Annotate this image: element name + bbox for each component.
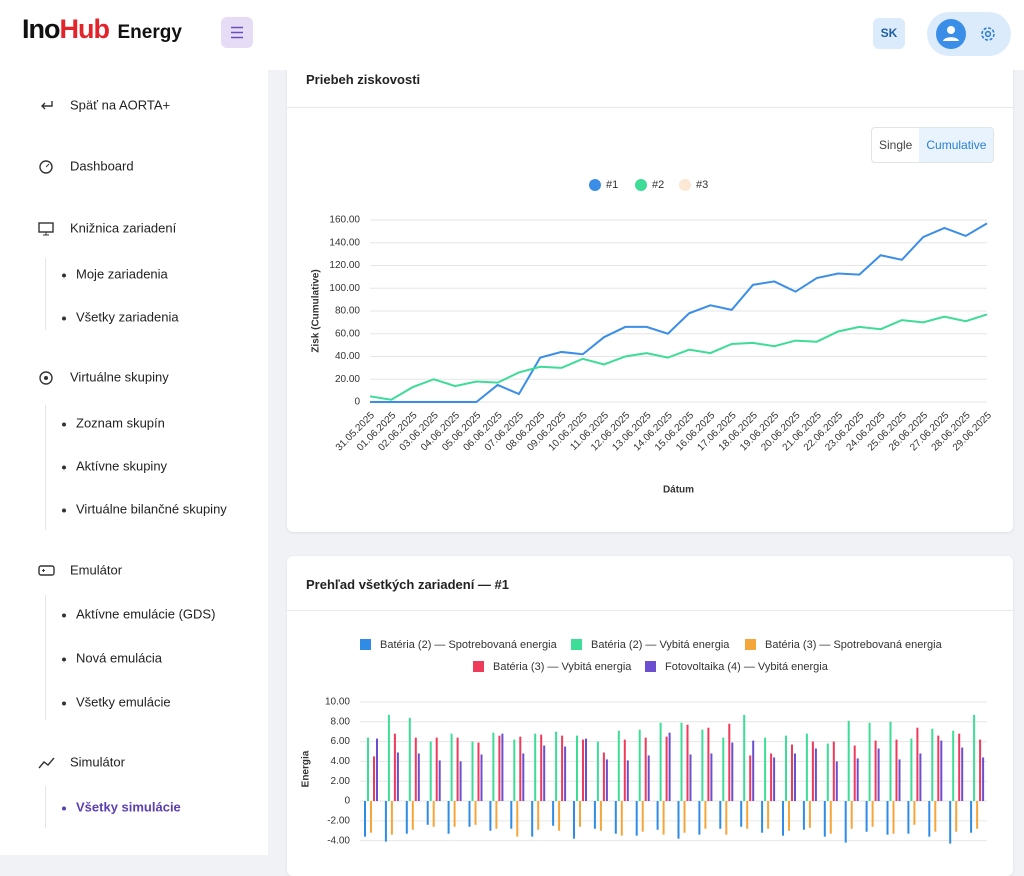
toggle-group: Single Cumulative bbox=[871, 127, 995, 163]
nav-item[interactable]: Knižnica zariadení bbox=[70, 220, 177, 236]
nav-subitem[interactable]: Nová emulácia bbox=[62, 650, 162, 666]
sidebar: Späť na AORTA+ Dashboard Knižnica zariad… bbox=[0, 70, 268, 855]
nav-subitem[interactable]: Všetky zariadenia bbox=[62, 309, 179, 325]
header: InoHub Energy SK bbox=[0, 0, 1024, 70]
language-button[interactable]: SK bbox=[873, 18, 905, 49]
nav-item[interactable]: Späť na AORTA+ bbox=[70, 97, 171, 113]
menu-button[interactable] bbox=[221, 17, 253, 48]
card-title: Priebeh ziskovosti bbox=[306, 72, 421, 87]
nav-line bbox=[45, 595, 46, 720]
nav-subitem[interactable]: Virtuálne bilančné skupiny bbox=[62, 501, 227, 517]
nav-subitem[interactable]: Aktívne skupiny bbox=[61, 458, 168, 474]
nav-subitem[interactable]: Moje zariadenia bbox=[62, 266, 168, 282]
user-icons bbox=[936, 19, 995, 49]
nav-item[interactable]: Simulátor bbox=[70, 754, 125, 770]
logo-text: Ino bbox=[22, 14, 60, 44]
user-pill bbox=[927, 12, 1011, 56]
card: Prehľad všetkých zariadení — #1 bbox=[287, 556, 1013, 876]
nav-subitem[interactable]: Aktívne emulácie (GDS) bbox=[61, 606, 216, 622]
nav-line bbox=[45, 258, 46, 330]
nav-line bbox=[45, 405, 46, 530]
nav-line bbox=[45, 786, 46, 828]
nav-subitem[interactable]: Zoznam skupín bbox=[62, 415, 165, 431]
devices-icon bbox=[38, 222, 54, 236]
emulator-icon bbox=[38, 565, 55, 576]
nav-item[interactable]: Virtuálne skupiny bbox=[70, 369, 169, 385]
settings-icon[interactable] bbox=[981, 27, 995, 41]
logo[interactable]: InoHub Energy bbox=[22, 14, 182, 45]
dashboard-icon bbox=[39, 160, 53, 174]
nav-subitem[interactable]: Všetky simulácie bbox=[62, 799, 181, 815]
card-separator bbox=[287, 107, 1013, 108]
menu-icon bbox=[231, 26, 243, 39]
card-title: Prehľad všetkých zariadení — #1 bbox=[306, 577, 509, 592]
toggle-button[interactable]: Cumulative bbox=[919, 128, 994, 162]
card-separator bbox=[287, 610, 1013, 611]
nav-subitem[interactable]: Všetky emulácie bbox=[62, 694, 171, 710]
toggle-button[interactable]: Single bbox=[879, 138, 913, 152]
nav-item[interactable]: Emulátor bbox=[70, 562, 123, 578]
back-icon bbox=[41, 101, 53, 110]
groups-icon bbox=[39, 371, 53, 385]
simulator-icon bbox=[38, 757, 55, 769]
logo-suffix: Energy bbox=[117, 22, 182, 43]
nav-item[interactable]: Dashboard bbox=[70, 158, 134, 174]
logo-text: Hub bbox=[59, 14, 110, 44]
